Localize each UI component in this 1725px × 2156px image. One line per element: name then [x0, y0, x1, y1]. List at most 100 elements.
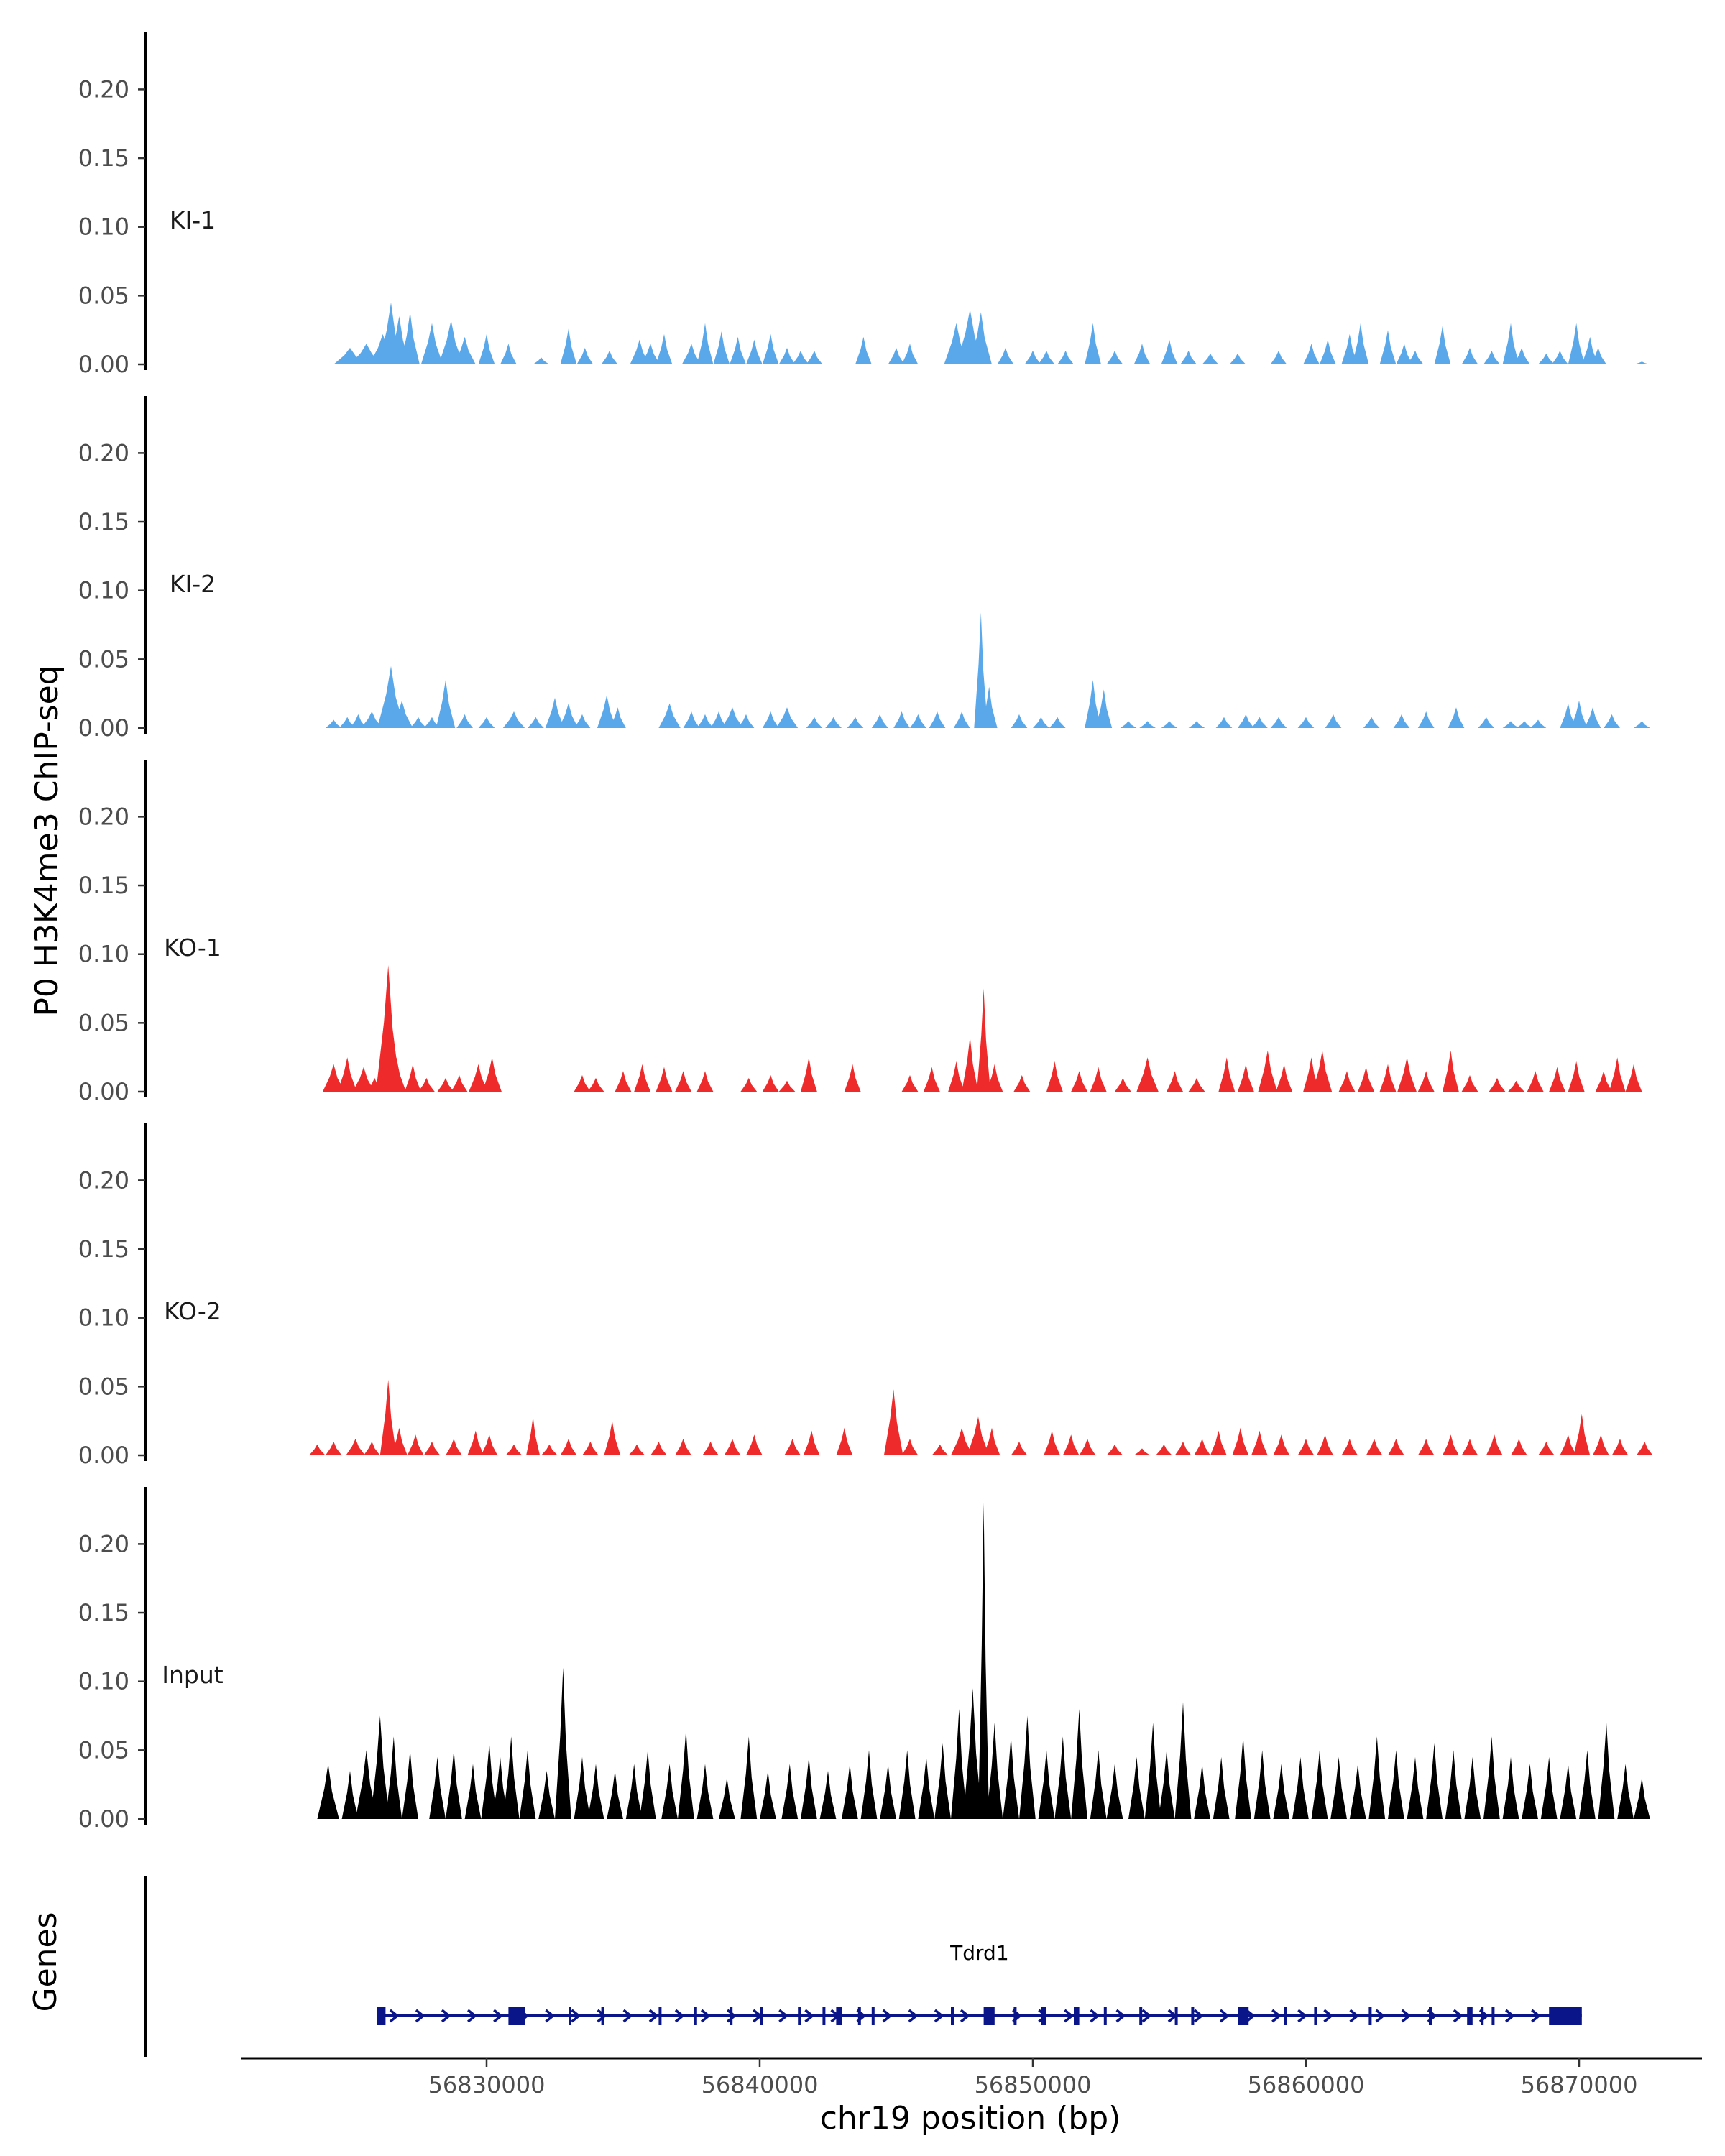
gene-exon: [1013, 2007, 1017, 2025]
signal-peak: [446, 1750, 462, 1819]
signal-peak: [760, 1771, 776, 1819]
signal-peak: [560, 328, 577, 364]
gene-exon: [508, 2007, 525, 2025]
signal-peak: [545, 697, 565, 728]
signal-peak: [1448, 707, 1465, 728]
y-tick-label: 0.05: [78, 1736, 129, 1764]
signal-peak: [555, 1667, 571, 1819]
y-tick-label: 0.10: [78, 577, 129, 604]
signal-peak: [1038, 350, 1055, 364]
signal-peak: [1568, 323, 1585, 364]
signal-peak: [1273, 1764, 1290, 1819]
track-ko-2: 0.00 0.05 0.10 0.15 0.20 KO-2: [78, 1123, 1653, 1469]
signal-peak: [587, 1764, 604, 1819]
gene-exon: [1491, 2007, 1495, 2025]
gene-exon: [857, 2007, 861, 2025]
signal-peak: [1388, 1439, 1404, 1455]
x-tick-label: 56860000: [1248, 2071, 1365, 2099]
signal-peak: [898, 1750, 916, 1819]
y-tick-label: 0.00: [78, 714, 129, 742]
signal-peak: [1461, 1075, 1478, 1092]
signal-peak: [1003, 1736, 1019, 1819]
gene-exon: [694, 2007, 697, 2025]
signal-peak: [1417, 1439, 1435, 1455]
signal-peak: [587, 1077, 604, 1092]
signal-peak: [429, 1756, 446, 1819]
gene-exon: [569, 2007, 571, 2025]
signal-peak: [1443, 1050, 1459, 1092]
signal-peak: [1232, 1427, 1249, 1455]
signal-peak: [1090, 1750, 1107, 1819]
track-label-ko-1: KO-1: [164, 934, 221, 962]
signal-peak: [1484, 1736, 1500, 1819]
signal-peak: [1634, 1777, 1650, 1819]
tracks-group: 0.00 0.05 0.10 0.15 0.20 KI-1 0.00 0.05 0.10 0.15…: [78, 32, 1653, 1833]
signal-peak: [1598, 1723, 1615, 1819]
signal-peak: [1218, 1057, 1236, 1092]
signal-peak: [533, 357, 550, 364]
signal-peak: [1229, 353, 1246, 364]
signal-peak: [675, 1071, 691, 1092]
signal-peak: [658, 703, 681, 728]
signal-peak: [1044, 1430, 1060, 1455]
strand-arrow: [1246, 2009, 1256, 2023]
x-tick-label: 56830000: [428, 2071, 546, 2099]
gene-exon: [1549, 2007, 1582, 2025]
signal-peak: [1174, 1441, 1192, 1455]
signal-peak: [1489, 1077, 1506, 1092]
gene-exon: [1041, 2007, 1046, 2025]
signal-peak: [650, 1441, 667, 1455]
signal-peak: [604, 1421, 621, 1455]
signal-peak: [762, 333, 779, 364]
gene-exon: [1103, 2007, 1107, 2025]
signal-peak: [505, 1444, 523, 1455]
signal-peak: [1426, 1743, 1443, 1819]
signal-peak: [721, 707, 744, 728]
gene-exon: [871, 2007, 875, 2025]
signal-peak: [681, 344, 702, 364]
signal-peak: [350, 714, 367, 728]
signal-peak: [997, 348, 1014, 364]
signal-peak: [1011, 714, 1028, 728]
gene-label-tdrd1: Tdrd1: [949, 1941, 1008, 1965]
signal-peak: [1297, 1439, 1315, 1455]
signal-peak: [628, 1444, 645, 1455]
signal-peak: [901, 344, 919, 364]
x-tick-label: 56840000: [702, 2071, 819, 2099]
x-tick-label: 56850000: [975, 2071, 1092, 2099]
signal-peak: [1617, 1764, 1634, 1819]
signal-peak: [974, 612, 988, 728]
signal-peak: [806, 350, 823, 364]
gene-exon: [1238, 2007, 1249, 2025]
signal-peak: [1443, 1434, 1459, 1455]
signal-peak: [1560, 703, 1577, 728]
signal-peak: [451, 1075, 468, 1092]
strand-arrow: [1505, 2009, 1515, 2023]
signal-peak: [400, 312, 420, 364]
signal-peak: [438, 320, 464, 364]
signal-peak: [352, 1067, 375, 1092]
signal-peak: [1552, 350, 1568, 364]
gene-exon: [658, 2007, 662, 2025]
signal-peak: [924, 1067, 940, 1092]
gene-exon: [1368, 2007, 1372, 2025]
signal-peak: [1366, 1439, 1383, 1455]
signal-peak: [1085, 323, 1101, 364]
signal-peak: [967, 1416, 990, 1455]
signal-peak: [1270, 717, 1287, 728]
signal-peak: [615, 1071, 632, 1092]
signal-peak: [737, 714, 755, 728]
signal-peak: [1352, 323, 1369, 364]
signal-peak: [502, 711, 525, 728]
signal-peak: [844, 1064, 861, 1092]
signal-peak: [1238, 714, 1254, 728]
signal-peak: [469, 1064, 488, 1092]
signal-peak: [1273, 1434, 1290, 1455]
signal-peak: [574, 1756, 591, 1819]
signal-peak: [1202, 353, 1219, 364]
signal-peak: [1407, 1756, 1424, 1819]
y-tick-label: 0.20: [78, 1166, 129, 1194]
signal-peak: [1139, 721, 1156, 728]
signal-peak: [405, 1064, 421, 1092]
signal-peak: [1570, 700, 1588, 728]
